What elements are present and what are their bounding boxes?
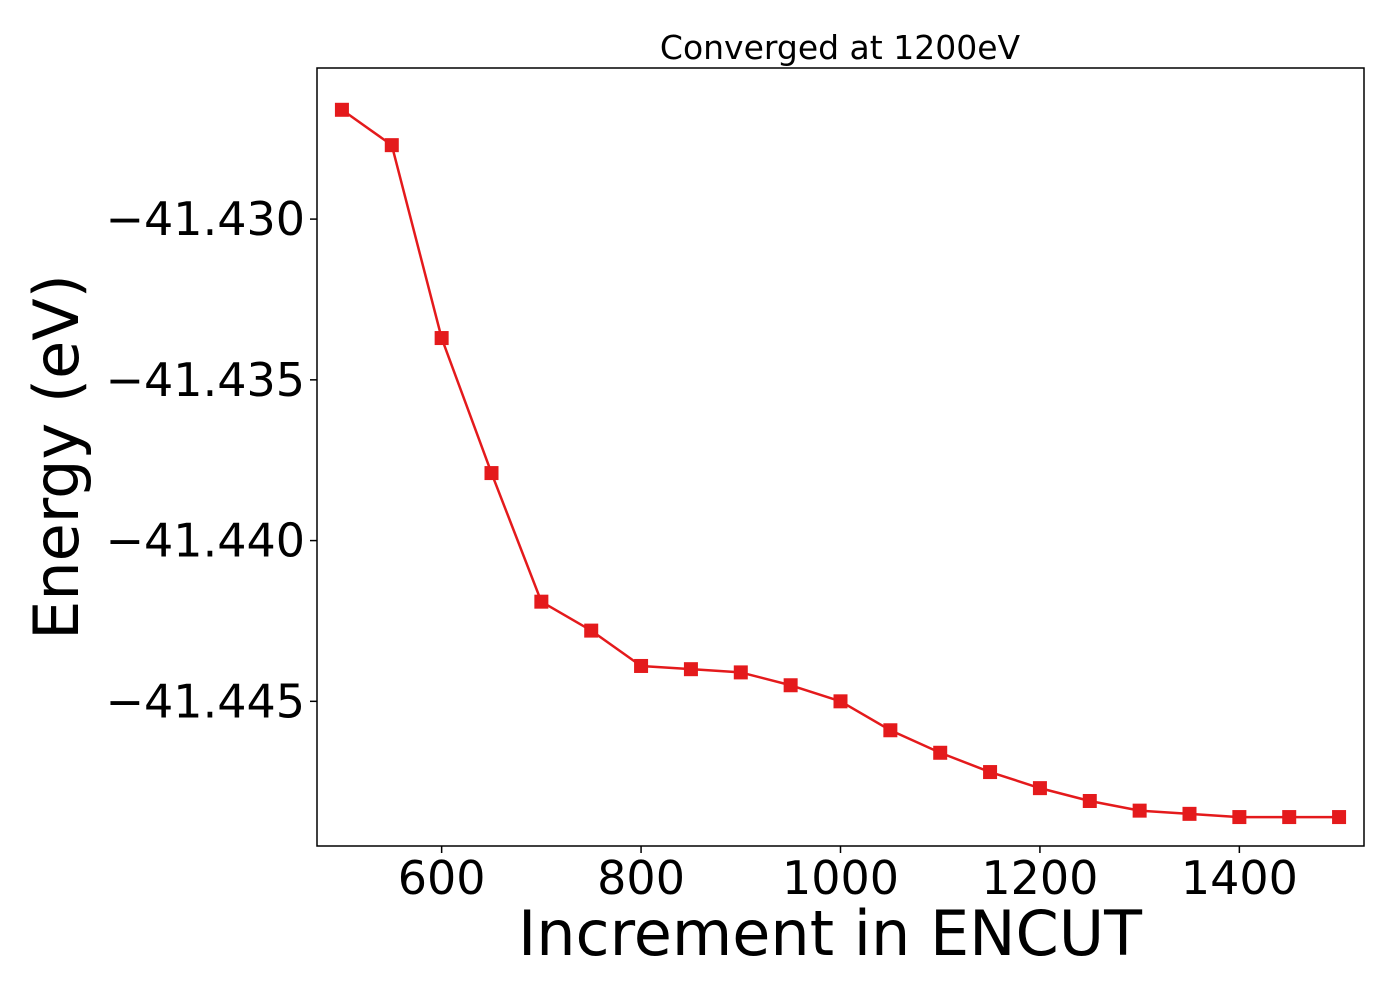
- data-point-marker: [1032, 781, 1047, 796]
- x-tick-label: 800: [597, 851, 685, 905]
- y-tick-label: −41.445: [106, 674, 306, 728]
- data-point-marker: [783, 678, 798, 693]
- x-tick-label: 1200: [981, 851, 1098, 905]
- series-line: [341, 108, 1340, 819]
- x-axis-ticks: 600 800 1000 1200 1400: [398, 846, 1298, 905]
- plot-area-frame: [316, 67, 1365, 847]
- data-point-marker: [833, 694, 848, 709]
- data-point-marker: [983, 765, 998, 780]
- data-point-marker: [534, 594, 549, 609]
- y-axis-label: Energy (eV): [20, 274, 93, 640]
- data-point-marker: [634, 658, 649, 673]
- x-axis-label: Increment in ENCUT: [518, 897, 1143, 970]
- data-point-marker: [334, 102, 349, 117]
- x-tick-label: 1400: [1181, 851, 1298, 905]
- data-point-marker: [1182, 806, 1197, 821]
- data-point-marker: [1132, 803, 1147, 818]
- x-tick-label: 600: [398, 851, 486, 905]
- data-point-marker: [1332, 810, 1347, 825]
- data-point-marker: [733, 665, 748, 680]
- data-point-marker: [683, 662, 698, 677]
- y-axis-ticks: −41.430 −41.435 −41.440 −41.445: [106, 192, 317, 728]
- data-point-marker: [434, 331, 449, 346]
- data-point-marker: [584, 623, 599, 638]
- y-tick-label: −41.440: [106, 514, 306, 568]
- chart-title: Converged at 1200eV: [660, 28, 1021, 67]
- data-point-marker: [1232, 810, 1247, 825]
- data-point-marker: [384, 138, 399, 153]
- data-point-marker: [1282, 810, 1297, 825]
- data-point-marker: [1082, 793, 1097, 808]
- series-layer: [334, 102, 1347, 825]
- data-point-marker: [883, 723, 898, 738]
- y-tick-label: −41.435: [106, 353, 306, 407]
- y-tick-label: −41.430: [106, 192, 306, 246]
- data-point-marker: [933, 745, 948, 760]
- x-tick-label: 1000: [782, 851, 899, 905]
- data-point-marker: [484, 466, 499, 481]
